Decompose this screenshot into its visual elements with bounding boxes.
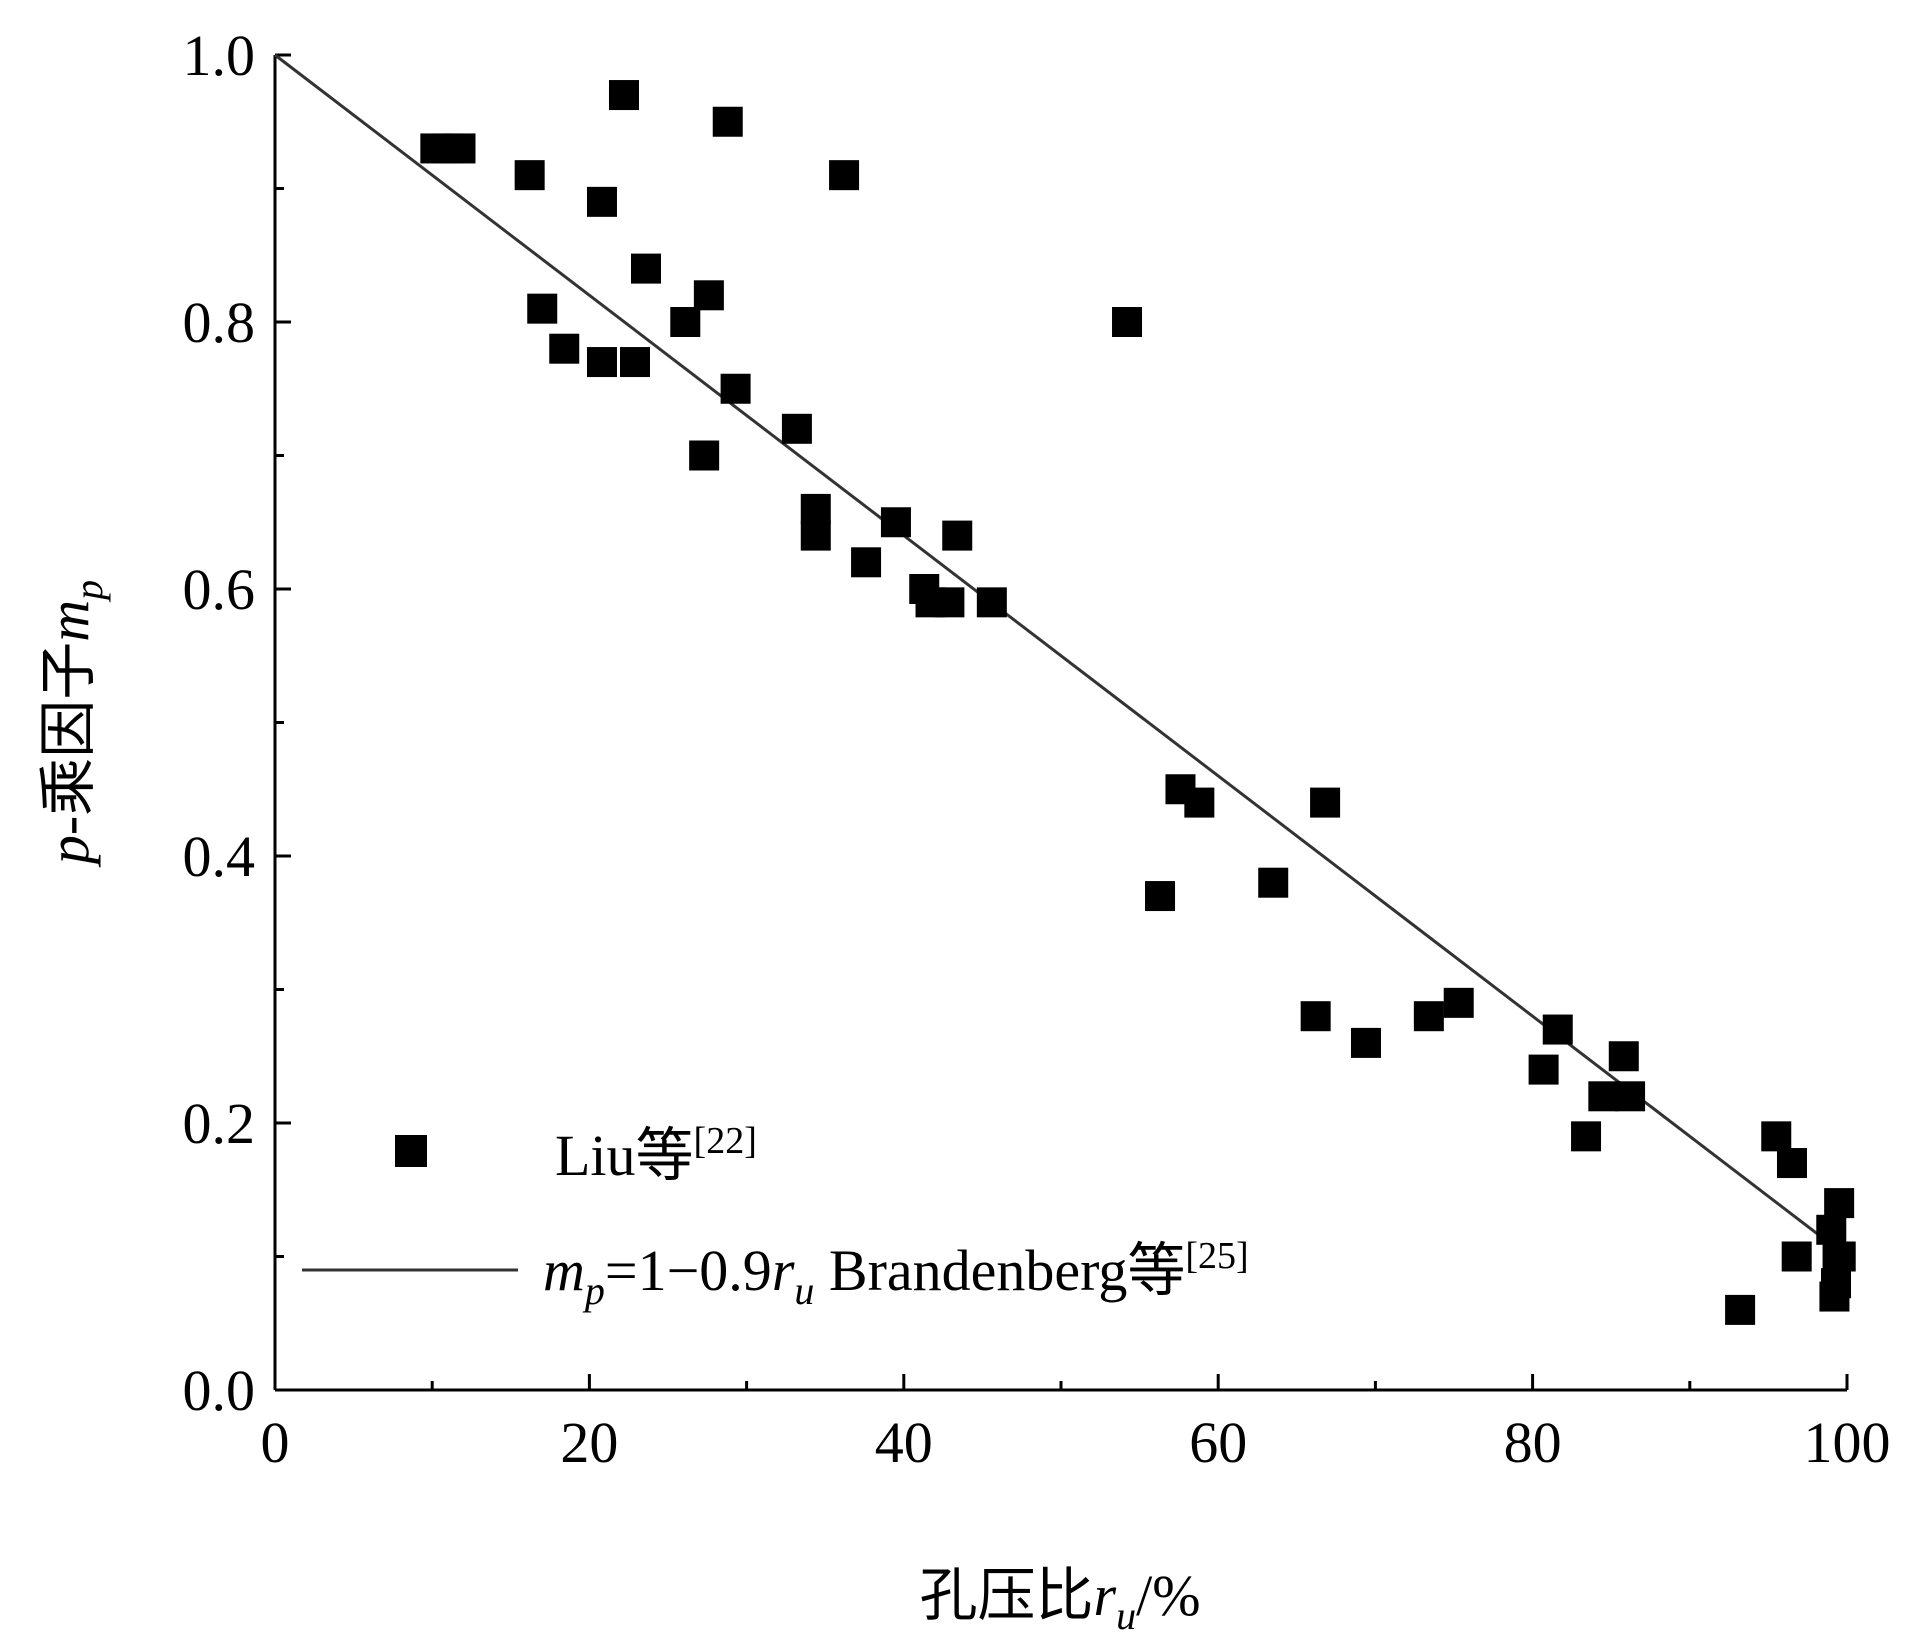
data-point	[1300, 1001, 1331, 1032]
data-point	[1588, 1081, 1619, 1112]
legend-br-sub: p	[582, 1268, 605, 1313]
data-point	[1112, 307, 1143, 337]
data-point	[1824, 1188, 1855, 1219]
legend-br-ref: [25]	[1185, 1235, 1248, 1277]
data-point	[851, 547, 882, 578]
legend: Liu等[22] mp=1−0.9ru Brandenberg等[25]	[302, 1120, 1249, 1313]
data-point	[1145, 881, 1176, 912]
data-point	[1825, 1241, 1856, 1272]
x-tick-label: 40	[875, 1410, 933, 1475]
data-point	[942, 520, 973, 551]
x-axis-label-suffix: /%	[1136, 1563, 1200, 1628]
y-tick-label: 0.6	[183, 557, 256, 622]
legend-br-var2: r	[772, 1238, 795, 1303]
y-axis-label-mid: -乘因子	[36, 642, 101, 835]
data-point	[800, 493, 831, 524]
y-tick-label: 0.2	[183, 1091, 256, 1156]
y-axis-label-prefix: p	[36, 835, 101, 868]
fit-line	[274, 53, 1848, 1258]
data-point	[1776, 1148, 1807, 1179]
fit-line-series	[274, 53, 1848, 1258]
data-points-series	[420, 80, 1856, 1325]
data-point	[800, 520, 831, 551]
x-axis-label-prefix: 孔压比	[919, 1563, 1093, 1628]
legend-br-tail: Brandenberg等	[814, 1238, 1185, 1303]
legend-br-eq: =1−0.9	[605, 1238, 772, 1303]
x-axis-label-var: r	[1094, 1563, 1117, 1628]
data-point	[619, 347, 650, 378]
data-point	[1528, 1054, 1559, 1085]
data-point	[1542, 1014, 1573, 1045]
x-tick-label: 0	[261, 1410, 290, 1475]
data-point	[712, 106, 743, 137]
legend-br-var: m	[543, 1238, 585, 1303]
data-point	[549, 333, 580, 364]
data-point	[1310, 787, 1341, 818]
legend-br-sub2: u	[794, 1268, 814, 1313]
data-point	[1725, 1294, 1756, 1325]
data-point	[1816, 1214, 1847, 1245]
data-point	[1350, 1027, 1381, 1058]
data-point	[1413, 1001, 1444, 1032]
x-tick-label: 100	[1804, 1410, 1891, 1475]
data-point	[586, 347, 617, 378]
x-axis-label-sub: u	[1116, 1593, 1136, 1638]
data-point	[689, 440, 720, 471]
x-axis-label: 孔压比ru/%	[919, 1563, 1200, 1638]
data-point	[1608, 1041, 1639, 1072]
x-tick-label: 20	[560, 1410, 618, 1475]
plot-area: 0 20 40 60 80 100 0.0 0.2 0.4 0.6 0.8 1.0	[183, 23, 1891, 1475]
data-point	[976, 587, 1007, 618]
legend-liu-name: Liu等	[555, 1123, 694, 1188]
data-point	[1761, 1121, 1792, 1152]
y-axis-label-var: m	[36, 600, 101, 642]
data-point	[1443, 987, 1474, 1018]
y-tick-label: 1.0	[183, 23, 256, 88]
x-ticks: 0 20 40 60 80 100	[261, 1374, 1891, 1475]
data-point	[1258, 867, 1289, 898]
data-point	[829, 160, 860, 191]
data-point	[781, 413, 812, 444]
y-tick-label: 0.4	[183, 824, 256, 889]
y-axis-label-sub: p	[66, 580, 111, 603]
data-point	[693, 280, 724, 311]
data-point	[527, 293, 558, 324]
y-tick-label: 0.0	[183, 1358, 256, 1423]
legend-entry-liu: Liu等[22]	[555, 1120, 757, 1188]
data-point	[1571, 1121, 1602, 1152]
x-tick-label: 80	[1504, 1410, 1562, 1475]
data-point	[608, 80, 639, 111]
legend-liu-ref: [22]	[694, 1120, 757, 1162]
y-axis-label: p-乘因子mp	[36, 580, 111, 868]
x-tick-label: 60	[1189, 1410, 1247, 1475]
y-ticks: 0.0 0.2 0.4 0.6 0.8 1.0	[183, 23, 291, 1423]
data-point	[670, 307, 701, 337]
data-point	[630, 253, 661, 284]
data-point	[1184, 787, 1215, 818]
y-tick-label: 0.8	[183, 290, 256, 355]
data-point	[586, 186, 617, 217]
data-point	[880, 507, 911, 538]
data-point	[445, 133, 476, 164]
data-point	[1820, 1268, 1851, 1299]
data-point	[934, 587, 965, 618]
data-point	[514, 160, 545, 191]
data-point	[1781, 1241, 1812, 1272]
legend-entry-brandenberg: mp=1−0.9ru Brandenberg等[25]	[543, 1235, 1249, 1313]
data-point	[1615, 1081, 1646, 1112]
data-point	[720, 373, 751, 404]
legend-marker-square	[395, 1135, 427, 1167]
